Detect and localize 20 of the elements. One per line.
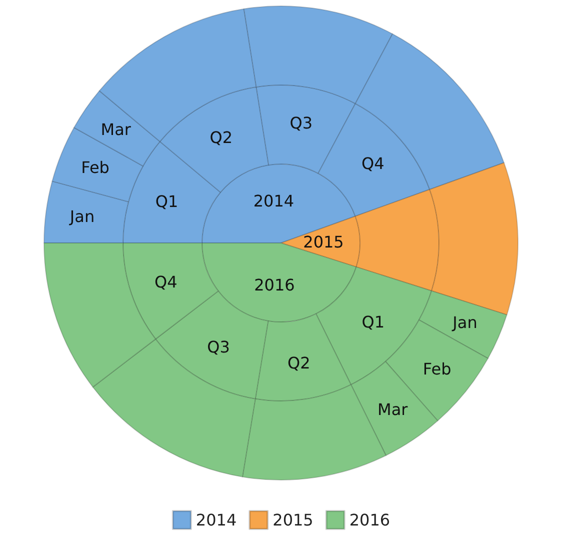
slice-label: Q2 — [287, 354, 310, 373]
slice-label: Jan — [68, 207, 95, 226]
slice-label: Feb — [81, 158, 110, 177]
slice-label: 2015 — [303, 232, 344, 252]
slice-label: Mar — [378, 400, 408, 420]
slice-label: Mar — [100, 120, 132, 139]
slice-label: Q3 — [290, 114, 313, 133]
slice-label: Q1 — [362, 312, 385, 332]
legend-label: 2015 — [272, 510, 314, 530]
slice-label: Q3 — [207, 338, 230, 357]
slice-label: Q2 — [210, 128, 233, 147]
slice-label: Feb — [422, 359, 452, 378]
slice-label: 2014 — [253, 192, 294, 211]
slice-label: 2016 — [254, 275, 295, 294]
slice-label: Q1 — [155, 192, 178, 211]
slice-label: Q4 — [154, 272, 178, 292]
legend-label: 2016 — [349, 510, 390, 530]
slice-label: Q4 — [362, 154, 384, 174]
slice-label: Jan — [452, 313, 478, 332]
legend-label: 2014 — [196, 510, 237, 530]
